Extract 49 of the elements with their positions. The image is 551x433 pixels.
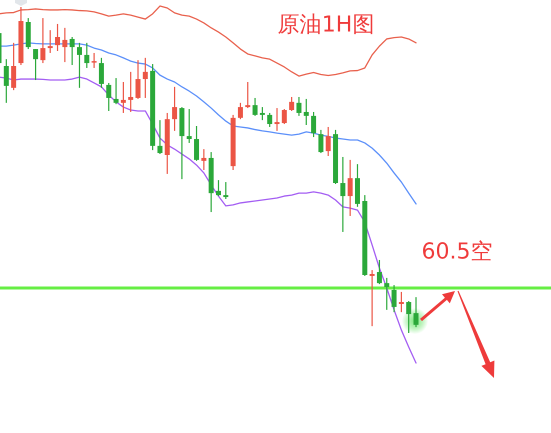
candlestick bbox=[260, 106, 265, 121]
candlestick bbox=[274, 107, 280, 132]
candlestick bbox=[11, 42, 16, 91]
candlestick bbox=[318, 129, 324, 154]
candlestick bbox=[311, 111, 316, 138]
candlestick bbox=[172, 86, 178, 132]
candlestick bbox=[128, 71, 134, 113]
candlestick bbox=[376, 259, 382, 285]
candlestick bbox=[340, 156, 346, 233]
candlestick bbox=[414, 296, 419, 328]
candlestick bbox=[92, 52, 97, 69]
candlestick bbox=[282, 108, 287, 125]
candlestick bbox=[392, 284, 397, 313]
candlestick bbox=[296, 96, 302, 116]
candlestick bbox=[120, 81, 126, 114]
candlestick bbox=[406, 300, 412, 334]
candlestick bbox=[326, 126, 331, 157]
candlestick bbox=[33, 48, 38, 81]
candlestick bbox=[4, 58, 9, 104]
candlestick bbox=[106, 82, 112, 112]
candlestick bbox=[55, 23, 60, 52]
candlestick bbox=[84, 42, 90, 69]
candlestick bbox=[76, 42, 82, 88]
candlestick bbox=[216, 180, 221, 197]
candlestick bbox=[98, 57, 104, 88]
candlestick bbox=[398, 291, 404, 313]
candlestick bbox=[384, 277, 390, 310]
candlestick bbox=[201, 148, 206, 171]
candlestick bbox=[186, 108, 192, 144]
chart-title: 原油1H图 bbox=[278, 12, 374, 38]
candlestick bbox=[194, 125, 200, 162]
candlestick bbox=[289, 96, 294, 112]
candlestick bbox=[252, 97, 258, 116]
candlestick bbox=[136, 60, 141, 100]
candlestick bbox=[304, 98, 309, 126]
candlestick bbox=[238, 102, 243, 120]
candlestick bbox=[370, 269, 375, 327]
candlestick bbox=[142, 57, 148, 99]
candlestick bbox=[48, 30, 53, 54]
candlestick bbox=[157, 120, 162, 155]
candlestick bbox=[62, 27, 68, 63]
candlestick bbox=[267, 112, 272, 128]
candlestick bbox=[114, 77, 119, 105]
candlestick bbox=[40, 17, 46, 64]
candlestick bbox=[223, 181, 228, 200]
candlestick bbox=[245, 81, 250, 109]
candlestick bbox=[348, 159, 353, 217]
ref-line-label: 60.5空 bbox=[422, 240, 492, 265]
candlestick bbox=[70, 36, 75, 66]
